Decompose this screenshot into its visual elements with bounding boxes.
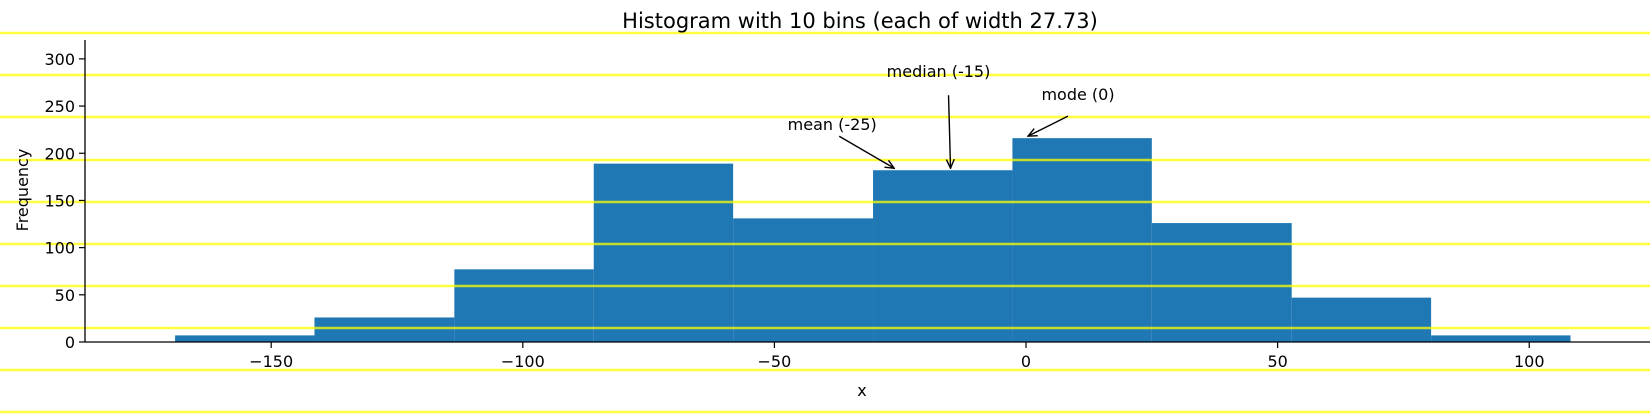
y-tick-label: 50 — [55, 286, 75, 305]
x-axis-label: x — [857, 381, 866, 400]
x-tick-label: −50 — [758, 352, 792, 371]
histogram-bar-6 — [873, 170, 1013, 342]
annotation-arrow — [949, 95, 951, 168]
annotation-arrow — [1028, 115, 1069, 136]
histogram-bar-9 — [1291, 297, 1432, 342]
y-tick-label: 250 — [44, 97, 75, 116]
y-tick-label: 300 — [44, 50, 75, 69]
histogram-bar-3 — [454, 269, 594, 342]
y-axis-label: Frequency — [13, 149, 32, 232]
x-tick-label: 50 — [1267, 352, 1287, 371]
histogram-bar-8 — [1151, 223, 1292, 342]
annotation-arrow — [838, 135, 894, 168]
y-tick-label: 100 — [44, 239, 75, 258]
histogram-bar-7 — [1012, 138, 1152, 342]
x-tick-label: 0 — [1021, 352, 1031, 371]
x-tick-label: 100 — [1514, 352, 1545, 371]
histogram-bar-10 — [1431, 335, 1571, 342]
chart-title: Histogram with 10 bins (each of width 27… — [622, 9, 1098, 33]
x-tick-label: −150 — [249, 352, 293, 371]
y-tick-label: 0 — [65, 333, 75, 352]
y-tick-label: 200 — [44, 144, 75, 163]
y-tick-label: 150 — [44, 191, 75, 210]
annotation-label: median (-15) — [887, 62, 991, 81]
histogram-bar-2 — [314, 317, 455, 342]
histogram-bar-4 — [593, 163, 734, 342]
annotation-label: mode (0) — [1041, 85, 1114, 104]
histogram-bar-1 — [175, 335, 315, 342]
x-tick-label: −100 — [501, 352, 545, 371]
histogram-bar-5 — [733, 218, 874, 342]
annotation-label: mean (-25) — [788, 115, 877, 134]
